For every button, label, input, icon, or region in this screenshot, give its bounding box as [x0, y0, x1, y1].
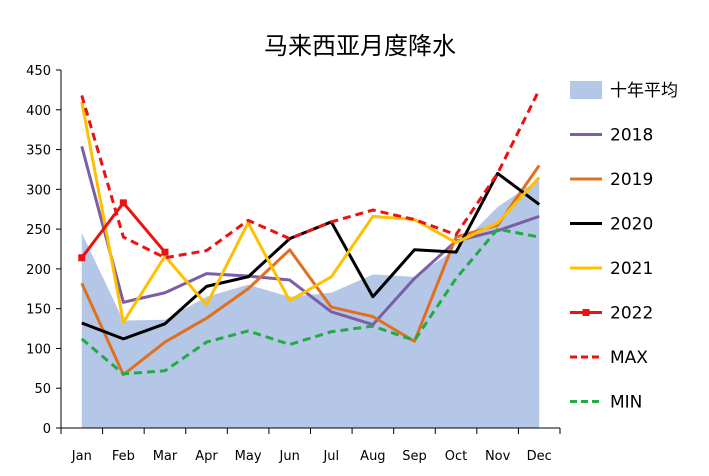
x-tick-label: Aug: [360, 449, 385, 464]
legend-label-max: MAX: [610, 348, 648, 368]
y-tick-label: 350: [26, 144, 51, 159]
y-tick-label: 50: [34, 382, 51, 397]
series-line-2019: [80, 164, 541, 377]
axes-layer: 0 50 100 150 200 250 300 350 400 450 Jan Feb Mar Apr M…: [26, 64, 561, 464]
data-point-2022: [78, 254, 86, 262]
series-line-min: [80, 227, 540, 376]
x-tick-label: Feb: [112, 449, 135, 464]
chart-title: 马来西亚月度降水: [264, 32, 456, 60]
y-tick-label: 150: [26, 303, 51, 318]
y-tick-label: 100: [26, 342, 51, 357]
x-tick-label: Sep: [402, 449, 427, 464]
y-tick-label: 300: [26, 183, 51, 198]
x-tick-label: Apr: [195, 449, 218, 464]
data-point-2022: [119, 199, 127, 207]
series-line-2022: [80, 201, 167, 259]
x-tick-label: Nov: [485, 449, 511, 464]
legend-swatch-area: [570, 81, 602, 99]
series-line-max: [80, 89, 541, 260]
lines-layer: [78, 89, 541, 377]
legend-label-2021: 2021: [610, 259, 653, 279]
y-tick-label: 400: [26, 104, 51, 119]
x-tick-label: Mar: [153, 449, 178, 464]
y-tick-label: 200: [26, 263, 51, 278]
legend-label-area: 十年平均: [610, 81, 678, 101]
area-layer: [81, 178, 540, 428]
x-tick-label: May: [235, 449, 262, 464]
data-point-2022: [161, 248, 169, 256]
x-tick-label: Jun: [279, 449, 300, 464]
x-tick-label: Jan: [71, 449, 92, 464]
legend-label-2022: 2022: [610, 304, 653, 324]
y-tick-label: 450: [26, 64, 51, 79]
x-tick-label: Jul: [322, 449, 339, 464]
legend-marker-2022: [582, 309, 590, 316]
legend-label-2018: 2018: [610, 126, 653, 146]
x-tick-label: Dec: [527, 449, 552, 464]
legend: 十年平均 2018 2019 2020 2021 2022 MAX MIN: [570, 81, 678, 413]
x-tick-label: Oct: [445, 449, 467, 464]
y-tick-label: 0: [43, 422, 51, 437]
legend-label-2019: 2019: [610, 170, 653, 190]
y-tick-label: 250: [26, 223, 51, 238]
series-line-2021: [80, 101, 541, 324]
area-ten-year-average: [81, 178, 540, 428]
legend-label-min: MIN: [610, 393, 642, 413]
legend-label-2020: 2020: [610, 215, 653, 235]
